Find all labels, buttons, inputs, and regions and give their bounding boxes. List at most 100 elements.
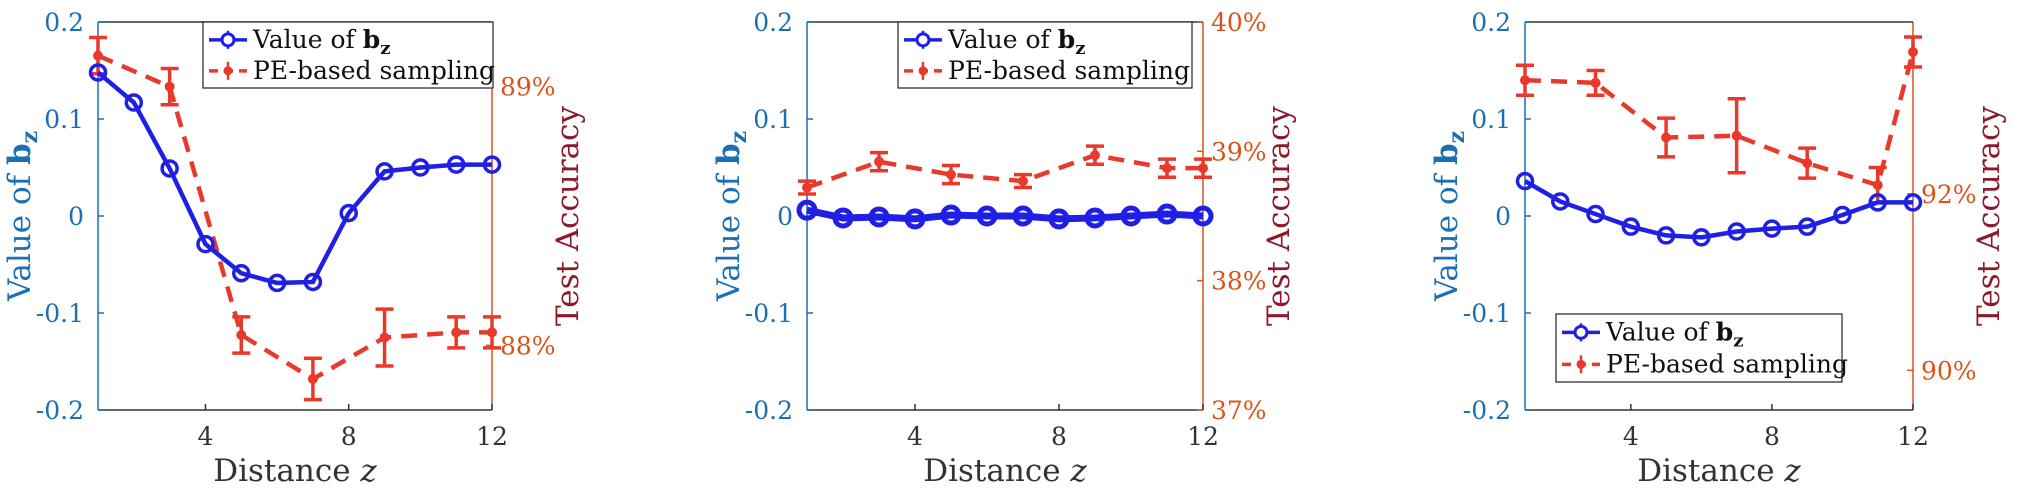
- pe-errorbar-point: [447, 315, 466, 350]
- bz-point-marker: [1692, 228, 1711, 247]
- pe-errorbar-point: [870, 150, 888, 173]
- pe-errorbar-point: [160, 66, 179, 107]
- bz-point-marker: [1621, 217, 1641, 236]
- bz-point-marker: [124, 93, 144, 112]
- right-tick-label: 38%: [1211, 267, 1267, 296]
- pe-errorbar-point: [942, 163, 960, 186]
- right-tick-label: 40%: [1211, 8, 1267, 37]
- right-axis-label: Test Accuracy: [1261, 105, 1297, 326]
- left-tick-label: 0.2: [1471, 8, 1511, 37]
- left-tick-label: 0.1: [44, 105, 84, 134]
- pe-point-marker: [874, 156, 884, 167]
- right-tick-label: 37%: [1211, 396, 1267, 425]
- pe-sampling-line: [97, 53, 492, 382]
- x-tick-label: 12: [1897, 422, 1929, 451]
- bz-line: [96, 70, 492, 286]
- pe-sampling-line: [806, 152, 1203, 190]
- pe-point-marker: [487, 327, 497, 338]
- pe-errorbar-point: [232, 315, 251, 355]
- x-tick-label: 12: [476, 422, 508, 451]
- left-tick-label: -0.2: [745, 396, 793, 425]
- subplot-3: -0.2 -0.1 0 0.1 0.2 90% 92% 4 8 12 Distance z Value…: [1429, 8, 2007, 489]
- legend-swatch-marker: [220, 32, 236, 48]
- bz-point-marker: [1833, 205, 1852, 225]
- x-axis-label: Distance z: [923, 453, 1087, 489]
- bz-point-marker: [1156, 203, 1178, 225]
- pe-point-marker: [1090, 150, 1100, 161]
- bz-line: [806, 206, 1204, 223]
- pe-sampling-line: [1524, 51, 1916, 188]
- x-tick-label: 12: [1187, 422, 1219, 451]
- pe-point-marker: [1018, 176, 1028, 187]
- pe-point-marker: [164, 81, 175, 92]
- x-tick-label: 8: [1051, 422, 1067, 451]
- bz-point-marker: [411, 158, 430, 177]
- right-tick-label: 92%: [1921, 180, 1977, 209]
- left-tick-label: 0: [1495, 202, 1511, 231]
- pe-errorbar-point: [1158, 157, 1176, 179]
- bz-point-marker: [446, 155, 466, 174]
- x-tick-label: 4: [198, 422, 214, 451]
- right-tick-label: 88%: [500, 331, 556, 360]
- pe-point-marker: [1590, 77, 1601, 88]
- pe-errorbar-point: [1727, 96, 1746, 175]
- left-tick-label: 0: [777, 202, 793, 231]
- left-tick-label: -0.1: [745, 299, 793, 328]
- pe-errorbar-point: [483, 315, 501, 350]
- left-tick-label: 0.1: [753, 105, 793, 134]
- pe-point-marker: [946, 169, 956, 180]
- subplot-2: -0.2 -0.1 0 0.1 0.2 37% 38% 39% 40% 4 8 12 Distance …: [711, 8, 1297, 489]
- legend-entry-pe: PE-based sampling: [1562, 349, 1848, 378]
- pe-errorbar-point: [303, 356, 322, 402]
- legend-label-bz: Value of bz: [252, 25, 390, 59]
- pe-point-marker: [1162, 163, 1172, 174]
- pe-point-marker: [93, 50, 103, 61]
- bz-point-marker: [232, 263, 251, 283]
- bz-point-marker: [267, 273, 287, 293]
- legend-swatch-marker: [915, 32, 931, 48]
- bz-point-marker: [482, 155, 502, 174]
- left-axis-label: Value of bz: [1429, 131, 1470, 302]
- legend-label-pe: PE-based sampling: [1606, 349, 1848, 378]
- bz-point-marker: [303, 272, 323, 292]
- right-tick-label: 39%: [1211, 137, 1267, 166]
- x-tick-label: 4: [1623, 422, 1639, 451]
- bz-point-marker: [1727, 222, 1746, 241]
- left-axis-label: Value of bz: [2, 131, 43, 302]
- bz-point-marker: [196, 234, 215, 254]
- bz-point-marker: [904, 208, 926, 230]
- bz-point-marker: [1903, 193, 1923, 212]
- left-tick-label: 0: [68, 202, 84, 231]
- bz-point-marker: [1192, 205, 1214, 227]
- pe-point-marker: [802, 182, 812, 193]
- pe-errorbar-point: [1014, 172, 1032, 190]
- bz-point-marker: [832, 207, 854, 229]
- pe-point-marker: [1872, 180, 1883, 191]
- pe-point-marker: [1908, 46, 1918, 57]
- legend-swatch-marker: [223, 66, 233, 76]
- legend-box: [202, 21, 494, 89]
- left-tick-label: 0.2: [44, 8, 84, 37]
- legend-label-bz: Value of bz: [1605, 317, 1743, 351]
- legend-entry-bz: Value of bz: [904, 25, 1085, 59]
- pe-point-marker: [1802, 158, 1813, 169]
- pe-point-marker: [236, 329, 247, 340]
- legend-swatch-marker: [1576, 359, 1586, 369]
- legend-box: [897, 21, 1193, 89]
- left-tick-label: -0.2: [36, 396, 84, 425]
- bz-point-marker: [1084, 207, 1106, 229]
- bz-point-marker: [1048, 208, 1070, 230]
- legend-label-pe: PE-based sampling: [948, 56, 1190, 85]
- legend-swatch-marker: [918, 66, 928, 76]
- pe-errorbar-point: [1586, 68, 1605, 97]
- pe-point-marker: [1731, 130, 1742, 141]
- bz-point-marker: [1586, 204, 1605, 224]
- bz-point-marker: [339, 203, 358, 223]
- bz-point-marker: [868, 206, 890, 228]
- right-tick-label: 90%: [1921, 356, 1977, 385]
- pe-point-marker: [451, 327, 462, 338]
- bz-point-marker: [1656, 226, 1676, 245]
